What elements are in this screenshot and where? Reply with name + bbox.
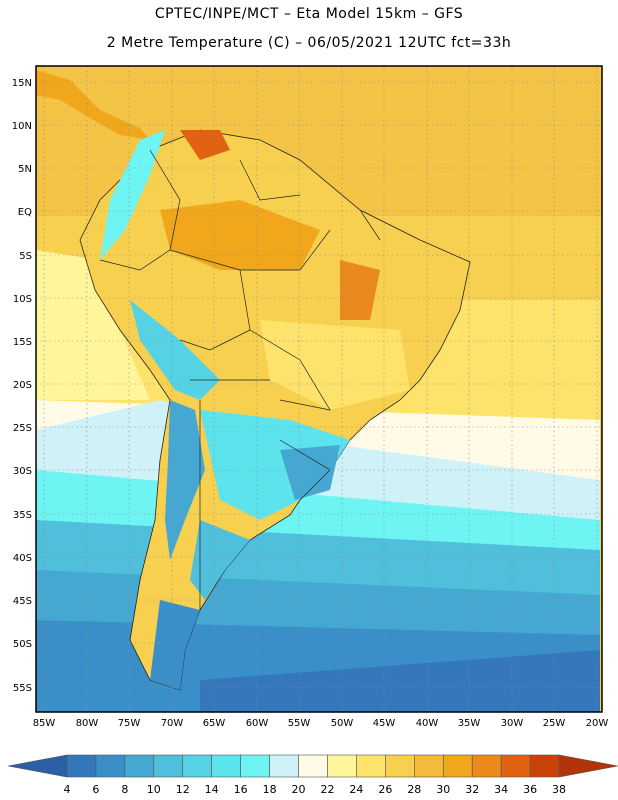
colorbar-swatch <box>153 754 184 778</box>
colorbar-label: 10 <box>147 783 161 796</box>
map-frame <box>35 65 603 713</box>
colorbar-swatch <box>269 754 299 778</box>
lon-label: 65W <box>203 718 226 729</box>
lat-label: 15N <box>12 78 32 89</box>
colorbar-swatch <box>211 754 241 778</box>
lon-label: 80W <box>76 718 99 729</box>
colorbar-label: 6 <box>92 783 99 796</box>
lat-label: 10N <box>12 121 32 132</box>
lon-label: 50W <box>331 718 354 729</box>
colorbar-swatch <box>7 754 68 778</box>
lat-label: 55S <box>13 683 32 694</box>
colorbar-label: 32 <box>465 783 479 796</box>
colorbar-label: 12 <box>176 783 190 796</box>
colorbar-swatch <box>385 754 415 778</box>
lon-label: 70W <box>161 718 184 729</box>
colorbar-swatch <box>356 754 386 778</box>
colorbar-label: 28 <box>407 783 421 796</box>
map-title-line1: CPTEC/INPE/MCT – Eta Model 15km – GFS <box>154 6 464 22</box>
colorbar-label: 36 <box>523 783 537 796</box>
colorbar-label: 14 <box>205 783 219 796</box>
colorbar-swatch <box>182 754 212 778</box>
colorbar-label: 30 <box>436 783 450 796</box>
colorbar-label: 18 <box>263 783 277 796</box>
lat-label: 5S <box>19 251 32 262</box>
colorbar-swatch <box>240 754 270 778</box>
colorbar-swatch <box>442 754 473 778</box>
lon-label: 35W <box>458 718 481 729</box>
lon-label: 60W <box>246 718 269 729</box>
map-title-line2: 2 Metre Temperature (C) – 06/05/2021 12U… <box>106 35 512 51</box>
lat-label: 30S <box>13 466 32 477</box>
lon-label: 40W <box>416 718 439 729</box>
lon-label: 45W <box>373 718 396 729</box>
colorbar: 4 6 8 10 12 14 16 18 20 22 24 26 28 30 32 34 36 38 <box>7 754 618 796</box>
lat-label: 15S <box>13 337 32 348</box>
lat-label: 35S <box>13 510 32 521</box>
lon-label: 25W <box>543 718 566 729</box>
lon-label: 20W <box>586 718 609 729</box>
longitude-labels: 85W 80W 75W 70W 65W 60W 55W 50W 45W 40W … <box>33 718 609 729</box>
colorbar-label: 24 <box>349 783 363 796</box>
colorbar-swatch <box>414 754 444 778</box>
lat-label: 50S <box>13 639 32 650</box>
colorbar-label: 16 <box>234 783 248 796</box>
lat-label: 40S <box>13 553 32 564</box>
lat-label: 10S <box>13 294 32 305</box>
colorbar-label: 8 <box>121 783 128 796</box>
colorbar-label: 4 <box>63 783 70 796</box>
colorbar-label: 26 <box>378 783 392 796</box>
lon-label: 75W <box>118 718 141 729</box>
lon-label: 85W <box>33 718 56 729</box>
colorbar-swatch <box>95 754 126 778</box>
colorbar-label: 34 <box>494 783 508 796</box>
colorbar-label: 20 <box>292 783 306 796</box>
colorbar-label: 22 <box>320 783 334 796</box>
map-field <box>36 66 602 712</box>
colorbar-swatch <box>529 754 560 778</box>
colorbar-swatch <box>298 754 328 778</box>
lat-label: EQ <box>18 207 32 218</box>
colorbar-swatch <box>327 754 357 778</box>
colorbar-swatch <box>66 754 97 778</box>
lat-label: 5N <box>18 164 32 175</box>
colorbar-swatch <box>124 754 155 778</box>
lat-label: 20S <box>13 380 32 391</box>
latitude-labels: 15N 10N 5N EQ 5S 10S 15S 20S 25S 30S 35S… <box>12 78 32 694</box>
colorbar-swatch <box>558 754 618 778</box>
colorbar-swatch <box>500 754 531 778</box>
lon-label: 55W <box>288 718 311 729</box>
lon-label: 30W <box>501 718 524 729</box>
colorbar-label: 38 <box>552 783 566 796</box>
lat-label: 25S <box>13 423 32 434</box>
lat-label: 45S <box>13 596 32 607</box>
colorbar-swatch <box>471 754 502 778</box>
